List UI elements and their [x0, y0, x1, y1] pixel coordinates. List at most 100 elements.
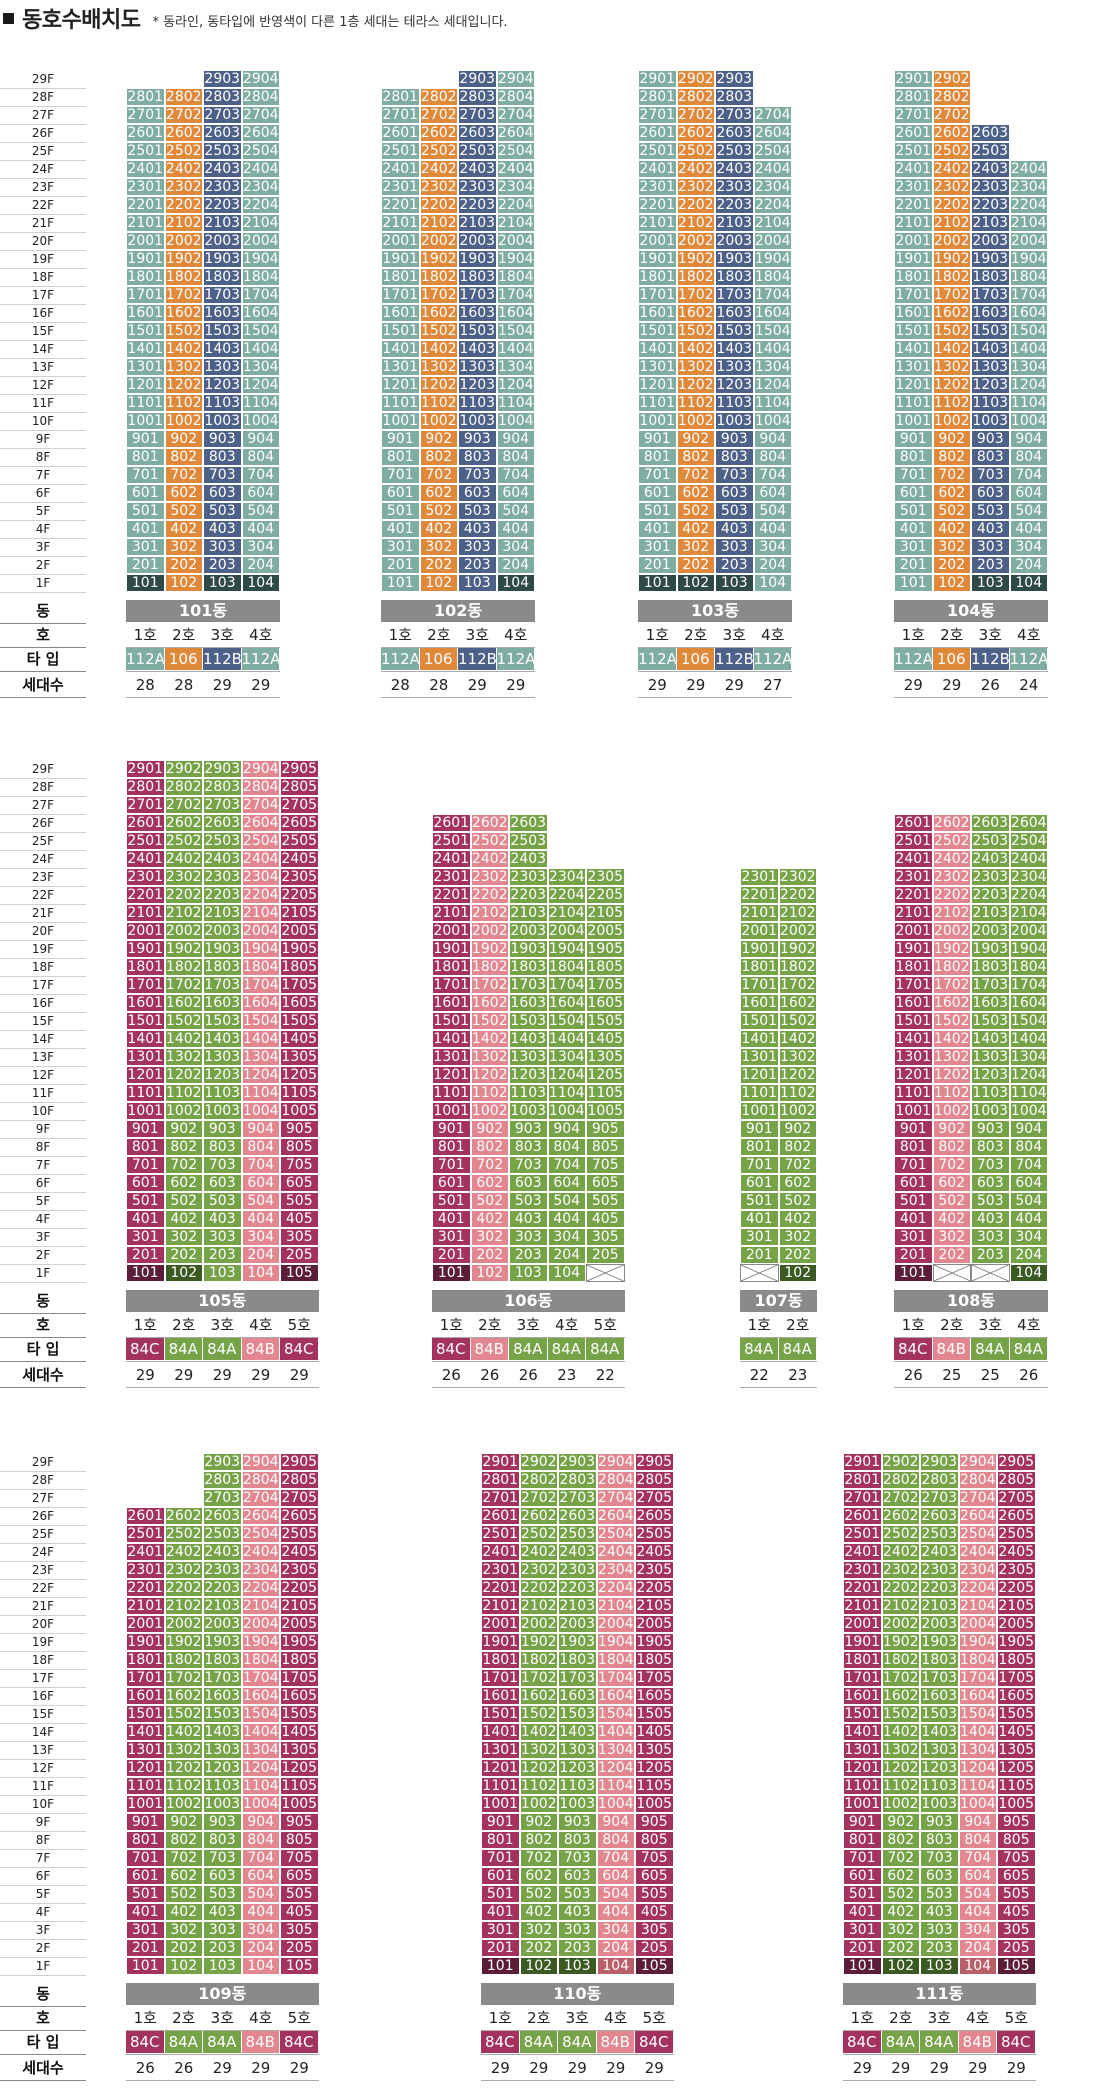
unit-cell: 603: [715, 484, 754, 502]
floor-label: 2F: [35, 558, 51, 572]
unit-cell: 1504: [596, 1705, 635, 1723]
unit-cell: 1203: [920, 1759, 959, 1777]
unit-cell: 1702: [932, 286, 971, 304]
unit-cell: 901: [381, 430, 420, 448]
ho-label: 3호: [722, 626, 746, 644]
unit-cell: 2003: [715, 232, 754, 250]
unit-cell: 2403: [920, 1543, 959, 1561]
unit-cell: 1904: [241, 1633, 280, 1651]
unit-cell: 802: [881, 1831, 920, 1849]
unit-cell: 1503: [971, 322, 1010, 340]
unit-cell: 404: [1009, 520, 1048, 538]
unit-cell: 1504: [241, 322, 280, 340]
unit-cell: 802: [778, 1138, 817, 1156]
unit-cell: 101: [381, 574, 420, 592]
unit-cell: 105: [280, 1957, 319, 1975]
unit-cell: 803: [458, 448, 497, 466]
unit-cell: 401: [432, 1210, 471, 1228]
unit-cell: 1501: [126, 322, 165, 340]
unit-cell: 1701: [894, 976, 933, 994]
unit-cell: 204: [241, 1246, 280, 1264]
unit-cell: 1403: [458, 340, 497, 358]
unit-cell: 301: [381, 538, 420, 556]
unit-count: 29: [490, 2059, 510, 2077]
unit-cell: 1204: [241, 376, 280, 394]
unit-cell: 1003: [715, 412, 754, 430]
unit-cell: 805: [586, 1138, 625, 1156]
unit-cell: 1002: [676, 412, 715, 430]
unit-cell: 1602: [676, 304, 715, 322]
unit-cell: 104: [241, 1264, 280, 1282]
unit-cell: 1301: [126, 358, 165, 376]
unit-cell: 1501: [740, 1012, 779, 1030]
unit-cell: 2002: [519, 1615, 558, 1633]
unit-cell: 1703: [509, 976, 548, 994]
floor-divider: [0, 520, 86, 521]
unit-cell: 1105: [635, 1777, 674, 1795]
unit-cell: 1804: [1009, 958, 1048, 976]
ho-label: 2호: [940, 1316, 964, 1334]
unit-cell: 805: [280, 1831, 319, 1849]
building-name: 102동: [381, 600, 535, 622]
type-badge: 84A: [547, 1338, 586, 1360]
unit-cell: 905: [635, 1813, 674, 1831]
unit-cell: 1502: [164, 1705, 203, 1723]
unit-cell: 2401: [638, 160, 677, 178]
unit-cell: 2404: [241, 160, 280, 178]
unit-cell: 1005: [280, 1795, 319, 1813]
row-divider: [894, 697, 1048, 698]
ho-label: 3호: [978, 626, 1002, 644]
unit-cell: 503: [203, 1885, 242, 1903]
unit-cell: 1001: [740, 1102, 779, 1120]
unit-cell: 1402: [470, 1030, 509, 1048]
unit-cell: 801: [432, 1138, 471, 1156]
type-badge: 84A: [920, 2031, 959, 2053]
floor-divider: [0, 1705, 86, 1706]
unit-cell: 1704: [496, 286, 535, 304]
unit-cell: 1801: [126, 268, 165, 286]
unit-cell: 2601: [481, 1507, 520, 1525]
unit-cell: 601: [126, 1867, 165, 1885]
unit-cell: 2701: [481, 1489, 520, 1507]
unit-cell: 703: [920, 1849, 959, 1867]
unit-cell: 505: [280, 1885, 319, 1903]
unit-cell: 1101: [126, 1777, 165, 1795]
unit-cell: 1302: [470, 1048, 509, 1066]
unit-cell: 1803: [558, 1651, 597, 1669]
unit-cell: 1803: [920, 1651, 959, 1669]
unit-cell: 2905: [280, 760, 319, 778]
unit-cell: 1301: [740, 1048, 779, 1066]
unit-cell: 2301: [432, 868, 471, 886]
unit-cell: 1701: [381, 286, 420, 304]
unit-cell: 2205: [635, 1579, 674, 1597]
unit-cell: 1102: [932, 394, 971, 412]
unit-cell: 702: [881, 1849, 920, 1867]
unit-cell: 2001: [381, 232, 420, 250]
unit-cell: 1604: [1009, 994, 1048, 1012]
unit-cell: 1505: [280, 1705, 319, 1723]
unit-cell: 703: [203, 1156, 242, 1174]
row-divider: [0, 647, 86, 648]
unit-cell: 404: [496, 520, 535, 538]
unit-cell: 1704: [1009, 976, 1048, 994]
floor-label: 24F: [31, 852, 55, 866]
unit-cell: 303: [203, 1228, 242, 1246]
unit-cell: 2203: [203, 886, 242, 904]
unit-cell: 701: [126, 1156, 165, 1174]
floor-divider: [0, 1525, 86, 1526]
unit-cell: 1802: [932, 268, 971, 286]
unit-cell: 2604: [241, 814, 280, 832]
unit-cell: 2904: [241, 1453, 280, 1471]
unit-cell: 2505: [280, 832, 319, 850]
unit-cell: 201: [126, 1246, 165, 1264]
unit-cell: 1105: [280, 1777, 319, 1795]
ho-row-label: 호: [36, 1316, 50, 1334]
unit-cell: 2104: [958, 1597, 997, 1615]
unit-cell: 1003: [920, 1795, 959, 1813]
unit-cell: 1401: [432, 1030, 471, 1048]
unit-cell: 405: [280, 1903, 319, 1921]
unit-cell: 405: [997, 1903, 1036, 1921]
unit-cell: 1304: [241, 1048, 280, 1066]
unit-cell: 804: [753, 448, 792, 466]
unit-cell: 503: [920, 1885, 959, 1903]
